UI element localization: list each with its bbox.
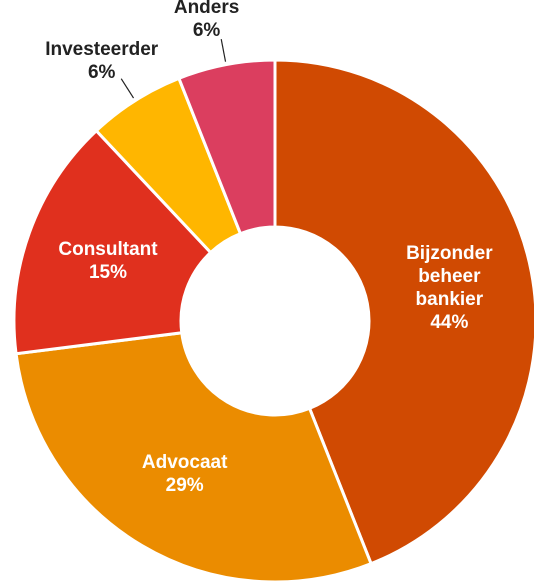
value-label: 29%: [165, 474, 204, 496]
category-label: Bijzonder beheer bankier: [406, 242, 493, 310]
donut-slice: [14, 331, 374, 583]
value-label: 15%: [88, 261, 127, 283]
slice-label: Consultant 15%: [52, 238, 164, 284]
value-label: 44%: [430, 311, 469, 333]
category-label: Consultant: [58, 238, 158, 260]
donut-slice: [273, 58, 534, 566]
value-label: 6%: [87, 61, 116, 83]
leader-line: [120, 78, 135, 99]
donut-slice: [12, 128, 213, 356]
leader-line: [220, 38, 227, 62]
value-label: 6%: [192, 20, 221, 42]
donut-slice: [176, 58, 277, 236]
slice-label: Anders 6%: [174, 0, 239, 42]
slice-label: Investeerder 6%: [45, 38, 158, 84]
category-label: Advocaat: [141, 451, 228, 473]
category-label: Investeerder: [45, 38, 159, 60]
category-label: Anders: [173, 0, 240, 19]
slice-label: Bijzonder beheer bankier 44%: [393, 242, 505, 334]
slice-label: Advocaat 29%: [129, 451, 241, 497]
